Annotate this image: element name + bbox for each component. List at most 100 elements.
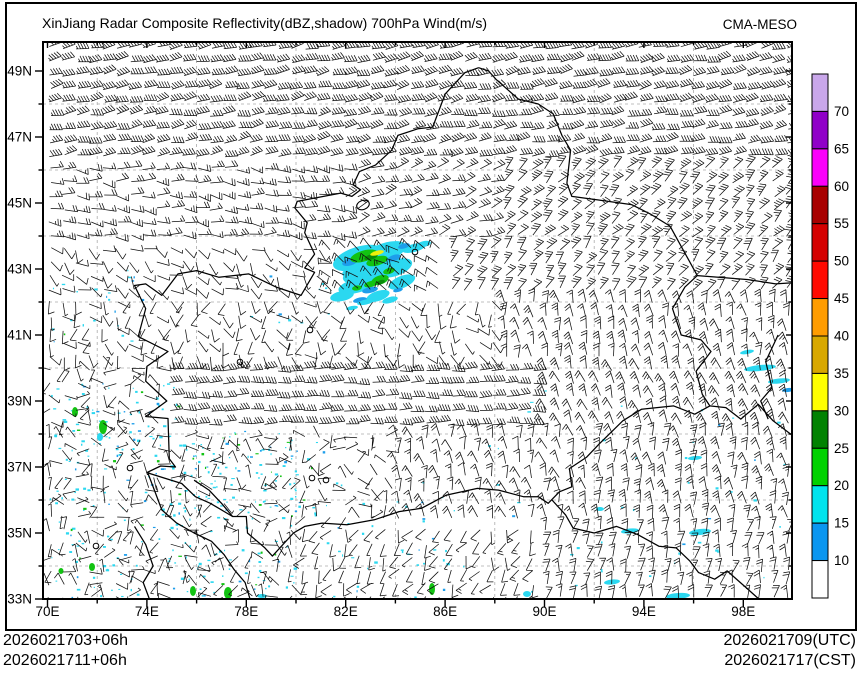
echo-speck <box>247 511 250 514</box>
echo-speck <box>115 448 119 451</box>
echo-speck <box>716 551 720 553</box>
echo-speck <box>70 528 73 532</box>
echo-speck <box>497 447 499 450</box>
echo-speck <box>342 554 344 557</box>
lat-tick-label: 41N <box>7 328 32 343</box>
echo-streak <box>523 591 531 597</box>
echo-streak <box>596 507 604 511</box>
echo-speck <box>175 403 178 406</box>
echo-speck <box>277 560 281 563</box>
echo-speck <box>55 580 58 582</box>
echo-speck <box>53 408 57 410</box>
echo-speck <box>168 435 172 437</box>
echo-speck <box>274 553 277 556</box>
colorbar-cell <box>811 223 829 262</box>
echo-speck <box>416 564 420 566</box>
echo-speck <box>431 537 435 540</box>
echo-speck <box>81 542 85 545</box>
echo-speck <box>294 495 297 498</box>
echo-speck <box>103 491 106 494</box>
colorbar-label: 35 <box>834 366 849 381</box>
echo-speck <box>270 471 272 473</box>
calm-circle <box>308 474 316 482</box>
echo-speck <box>248 559 251 563</box>
echo-speck <box>74 468 77 471</box>
echo-speck <box>136 593 140 596</box>
echo-speck <box>76 429 81 431</box>
lat-tick-label: 33N <box>7 592 32 607</box>
calm-circle <box>306 326 314 334</box>
echo-speck <box>135 401 139 404</box>
echo-speck <box>298 505 301 508</box>
echo-speck <box>213 458 215 460</box>
echo-speck <box>289 483 292 486</box>
admin-boundaries <box>133 67 791 598</box>
echo-streak <box>383 267 395 275</box>
echo-speck <box>315 441 318 444</box>
echo-speck <box>575 584 578 587</box>
lat-tick-label: 45N <box>7 196 32 211</box>
echo-speck <box>327 313 330 315</box>
echo-speck <box>201 452 205 456</box>
echo-speck <box>602 439 606 442</box>
echo-speck <box>682 543 686 546</box>
echo-streak <box>342 266 362 278</box>
echo-speck <box>423 562 426 565</box>
echo-speck <box>140 524 144 526</box>
echo-streak <box>362 286 378 294</box>
lon-tick-label: 90E <box>532 604 556 619</box>
echo-speck <box>274 480 278 482</box>
echo-speck <box>338 550 341 553</box>
echo-speck <box>347 523 350 525</box>
echo-speck <box>91 412 96 415</box>
echo-speck <box>600 541 603 544</box>
echo-speck <box>93 319 96 322</box>
echo-speck <box>185 556 187 559</box>
echo-speck <box>274 473 279 476</box>
colorbar-label: 60 <box>834 179 849 194</box>
echo-speck <box>118 588 121 590</box>
echo-speck <box>161 508 165 511</box>
echo-speck <box>75 488 80 491</box>
echo-speck <box>184 490 188 492</box>
echo-speck <box>128 276 132 279</box>
echo-speck <box>207 471 210 474</box>
echo-speck <box>161 513 165 516</box>
echo-speck <box>230 483 233 486</box>
echo-speck <box>259 464 263 466</box>
echo-streak <box>398 243 410 249</box>
echo-speck <box>261 449 265 451</box>
echo-speck <box>178 512 181 515</box>
echo-speck <box>570 554 574 556</box>
echo-speck <box>314 512 317 515</box>
echo-speck <box>684 456 688 460</box>
echo-speck <box>178 493 182 496</box>
echo-speck <box>135 564 138 567</box>
echo-speck <box>293 482 296 485</box>
echo-streak <box>768 378 790 384</box>
echo-speck <box>159 444 162 447</box>
echo-speck <box>131 423 135 425</box>
echo-speck <box>285 586 289 589</box>
echo-speck <box>137 430 142 432</box>
echo-speck <box>189 545 192 548</box>
echo-speck <box>71 498 75 501</box>
reflectivity-colorbar: 70 65 60 55 50 45 40 35 30 25 20 15 10 <box>811 73 849 599</box>
echo-speck <box>206 466 209 468</box>
echo-speck <box>71 596 74 598</box>
echo-speck <box>183 444 187 447</box>
echo-speck <box>202 575 206 578</box>
echo-speck <box>295 474 299 476</box>
plot-title: XinJiang Radar Composite Reflectivity(dB… <box>42 15 488 31</box>
echo-speck <box>94 288 98 291</box>
echo-speck <box>229 436 231 438</box>
calm-wind-circles <box>92 248 419 550</box>
echo-speck <box>82 324 84 327</box>
echo-speck <box>83 509 85 511</box>
echo-speck <box>56 490 59 492</box>
echo-speck <box>194 507 196 510</box>
echo-speck <box>621 506 624 509</box>
echo-speck <box>237 443 241 446</box>
lat-tick-label: 37N <box>7 460 32 475</box>
echo-speck <box>108 503 110 506</box>
